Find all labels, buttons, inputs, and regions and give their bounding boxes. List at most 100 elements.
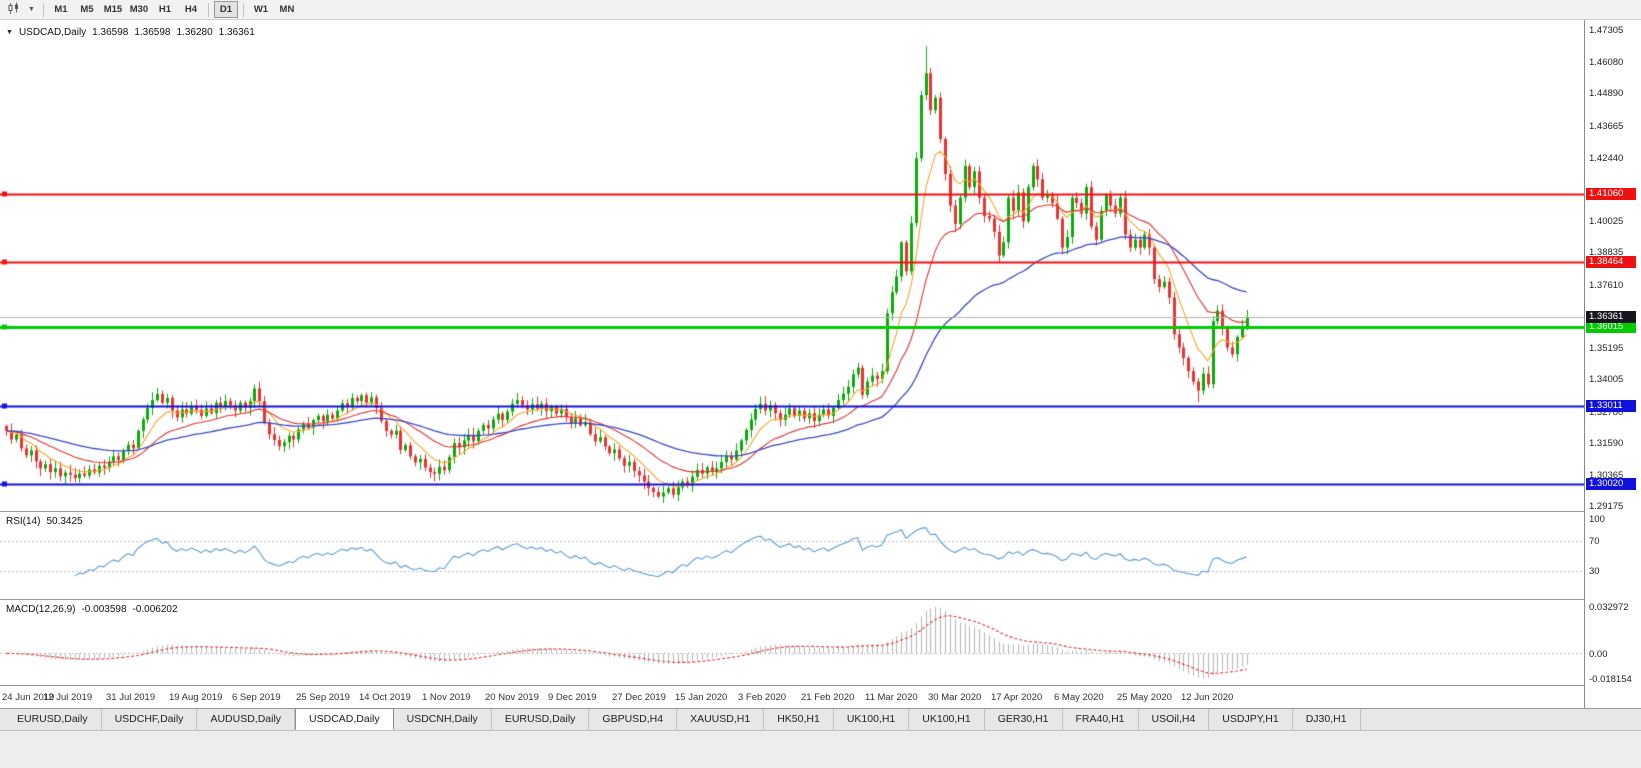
date-axis-label: 17 Apr 2020 — [991, 692, 1043, 703]
chart-type-dropdown-button[interactable]: ▼ — [24, 1, 39, 18]
price-axis-label: 1.34005 — [1589, 374, 1624, 385]
price-axis-label: 1.40025 — [1589, 216, 1624, 227]
chart-tab-usdcad-daily[interactable]: USDCAD,Daily — [295, 708, 394, 730]
macd-value-main: -0.003598 — [81, 604, 127, 615]
hline-price-tag: 1.33011 — [1586, 400, 1636, 412]
ohlc-low: 1.36280 — [176, 27, 213, 38]
date-axis-label: 27 Dec 2019 — [612, 692, 666, 703]
pane-splitter[interactable] — [0, 599, 1641, 600]
chart-tab-usdchf-daily[interactable]: USDCHF,Daily — [101, 709, 198, 730]
date-axis-label: 31 Jul 2019 — [106, 692, 156, 703]
date-axis-label: 6 May 2020 — [1054, 692, 1104, 703]
chart-tab-dj30-h1[interactable]: DJ30,H1 — [1292, 709, 1361, 730]
ohlc-high: 1.36598 — [134, 27, 171, 38]
timeframe-buttons-group: M1 M5 M15 M30 H1 H4 D1 W1 MN — [48, 1, 300, 18]
date-axis-label: 15 Jan 2020 — [675, 692, 728, 703]
date-axis-label: 9 Dec 2019 — [548, 692, 597, 703]
chart-tab-eurusd-daily[interactable]: EURUSD,Daily — [491, 709, 590, 730]
timeframe-button-mn[interactable]: MN — [275, 1, 299, 18]
chart-tab-audusd-daily[interactable]: AUDUSD,Daily — [197, 709, 296, 730]
date-axis-label: 24 Jun 2019 — [2, 692, 55, 703]
date-axis-label: 12 Jul 2019 — [43, 692, 93, 703]
price-axis-label: 1.43665 — [1589, 121, 1624, 132]
chevron-down-icon: ▼ — [28, 6, 35, 13]
price-axis-label: 1.46080 — [1589, 57, 1624, 68]
rsi-axis-label: 30 — [1589, 566, 1600, 577]
chart-tab-xauusd-h1[interactable]: XAUUSD,H1 — [677, 709, 765, 730]
chart-tab-fra40-h1[interactable]: FRA40,H1 — [1062, 709, 1139, 730]
symbol-label: USDCAD,Daily — [18, 27, 87, 38]
date-axis-label: 1 Nov 2019 — [422, 692, 471, 703]
date-axis-label: 20 Nov 2019 — [485, 692, 539, 703]
ohlc-open: 1.36598 — [92, 27, 129, 38]
date-axis-label: 21 Feb 2020 — [801, 692, 855, 703]
price-axis-label: 1.44890 — [1589, 88, 1624, 99]
date-axis[interactable]: 24 Jun 2019 12 Jul 2019 31 Jul 2019 19 Aug … — [0, 686, 1584, 708]
chart-tabs-bar: EURUSD,Daily USDCHF,Daily AUDUSD,Daily USDC… — [0, 708, 1641, 730]
macd-axis-label: -0.018154 — [1589, 674, 1632, 685]
ohlc-close: 1.36361 — [218, 27, 255, 38]
date-axis-label: 25 Sep 2019 — [296, 692, 350, 703]
timeframe-button-h4[interactable]: H4 — [179, 1, 203, 18]
price-axis-label: 1.42440 — [1589, 153, 1624, 164]
chart-tab-ger30-h1[interactable]: GER30,H1 — [984, 709, 1063, 730]
macd-axis-label: 0.032972 — [1589, 602, 1629, 613]
price-axis-label: 1.37610 — [1589, 280, 1624, 291]
price-axis[interactable]: 1.47305 1.46080 1.44890 1.43665 1.42440 1.400… — [1584, 20, 1641, 708]
macd-pane-canvas[interactable] — [0, 600, 1584, 686]
pane-splitter[interactable] — [0, 511, 1641, 512]
price-axis-label: 1.29175 — [1589, 501, 1624, 512]
chart-tab-gbpusd-h4[interactable]: GBPUSD,H4 — [589, 709, 678, 730]
chart-tab-usdjpy-h1[interactable]: USDJPY,H1 — [1209, 709, 1293, 730]
price-pane-canvas[interactable] — [0, 20, 1584, 512]
macd-axis-label: 0.00 — [1589, 649, 1608, 660]
date-axis-label: 14 Oct 2019 — [359, 692, 411, 703]
timeframe-button-h1[interactable]: H1 — [153, 1, 177, 18]
price-axis-label: 1.32780 — [1589, 407, 1624, 418]
hline-price-tag: 1.38464 — [1586, 256, 1636, 268]
hline-price-tag: 1.36015 — [1586, 321, 1636, 333]
timeframe-button-m1[interactable]: M1 — [49, 1, 73, 18]
price-axis-label: 1.47305 — [1589, 25, 1624, 36]
chart-type-button[interactable] — [3, 1, 24, 18]
chart-tab-hk50-h1[interactable]: HK50,H1 — [764, 709, 834, 730]
rsi-indicator-label: RSI(14) 50.3425 — [6, 516, 83, 527]
macd-name: MACD(12,26,9) — [6, 604, 76, 615]
rsi-axis-label: 100 — [1589, 514, 1605, 525]
price-axis-label: 1.30365 — [1589, 470, 1624, 481]
price-axis-label: 1.31590 — [1589, 438, 1624, 449]
timeframe-button-m5[interactable]: M5 — [75, 1, 99, 18]
toolbar-separator — [242, 2, 244, 17]
date-axis-label: 12 Jun 2020 — [1181, 692, 1234, 703]
price-axis-label: 1.35195 — [1589, 343, 1624, 354]
timeframe-button-m30[interactable]: M30 — [127, 1, 151, 18]
date-axis-label: 6 Sep 2019 — [232, 692, 281, 703]
price-axis-label: 1.38835 — [1589, 247, 1624, 258]
chart-tab-usdcnh-daily[interactable]: USDCNH,Daily — [393, 709, 492, 730]
chart-tab-uk100-h1[interactable]: UK100,H1 — [909, 709, 985, 730]
symbol-ohlc-readout: ▼ USDCAD,Daily 1.36598 1.36598 1.36280 1… — [6, 27, 255, 39]
toolbar-separator — [207, 2, 209, 17]
chart-tab-eurusd-daily[interactable]: EURUSD,Daily — [4, 709, 102, 730]
chart-tab-uk100-h1[interactable]: UK100,H1 — [833, 709, 910, 730]
window-footer — [0, 730, 1641, 768]
chart-tab-usoil-h4[interactable]: USOil,H4 — [1138, 709, 1210, 730]
rsi-axis-label: 70 — [1589, 536, 1600, 547]
date-axis-label: 19 Aug 2019 — [169, 692, 223, 703]
hline-price-tag: 1.41060 — [1586, 188, 1636, 200]
timeframe-button-m15[interactable]: M15 — [101, 1, 125, 18]
rsi-pane-canvas[interactable] — [0, 512, 1584, 600]
timeframe-toolbar: ▼ M1 M5 M15 M30 H1 H4 D1 W1 MN — [0, 0, 1641, 20]
toolbar-separator — [42, 2, 44, 17]
pane-splitter[interactable] — [0, 685, 1641, 686]
macd-value-signal: -0.006202 — [132, 604, 178, 615]
rsi-value: 50.3425 — [46, 516, 83, 527]
timeframe-button-w1[interactable]: W1 — [249, 1, 273, 18]
chart-marker-icon: ▼ — [6, 29, 13, 36]
date-axis-label: 3 Feb 2020 — [738, 692, 787, 703]
date-axis-label: 11 Mar 2020 — [865, 692, 918, 703]
date-axis-label: 30 Mar 2020 — [928, 692, 982, 703]
timeframe-button-d1[interactable]: D1 — [213, 1, 238, 18]
macd-indicator-label: MACD(12,26,9) -0.003598 -0.006202 — [6, 604, 178, 615]
